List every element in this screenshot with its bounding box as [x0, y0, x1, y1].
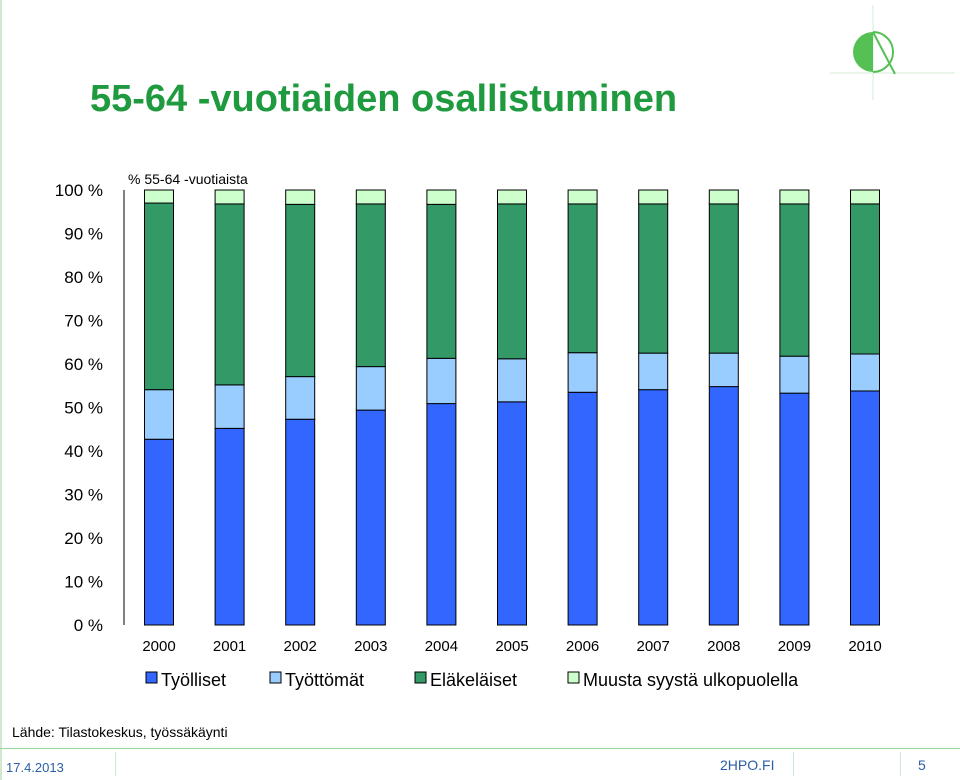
- slide-title: 55-64 -vuotiaiden osallistuminen: [90, 78, 678, 120]
- bar-segment: [567, 391, 598, 626]
- legend-label: Työlliset: [161, 670, 226, 690]
- y-tick-label: 30 %: [64, 486, 103, 505]
- bar-segment: [850, 189, 880, 205]
- bar-segment: [850, 353, 880, 392]
- bar-segment: [144, 202, 174, 391]
- legend-swatch: [567, 671, 580, 684]
- bar-segment: [144, 189, 174, 204]
- bar-segment: [497, 203, 527, 360]
- x-tick-label: 2003: [354, 638, 387, 655]
- bar-segment: [497, 189, 527, 205]
- bar-segment: [708, 189, 739, 205]
- bar-segment: [638, 189, 669, 205]
- bar-segment: [214, 384, 245, 429]
- bar-segment: [214, 189, 245, 205]
- bar-segment: [638, 389, 669, 626]
- bar-segment: [850, 203, 880, 355]
- bar-segment: [497, 401, 527, 626]
- bar-segment: [638, 203, 669, 354]
- x-tick-label: 2006: [566, 638, 599, 655]
- x-tick-label: 2002: [284, 638, 317, 655]
- bar-segment: [355, 366, 386, 411]
- bar-segment: [850, 390, 880, 626]
- bar-segment: [708, 203, 739, 354]
- company-logo: [830, 5, 955, 100]
- x-tick-label: 2007: [637, 638, 670, 655]
- y-tick-label: 100 %: [55, 181, 103, 200]
- bar-segment: [285, 418, 316, 626]
- footer-separator: [115, 752, 116, 776]
- x-tick-label: 2005: [495, 638, 528, 655]
- y-tick-label: 80 %: [64, 268, 103, 287]
- bar-segment: [779, 189, 810, 205]
- bar-segment: [214, 203, 245, 386]
- y-tick-label: 0 %: [74, 616, 103, 635]
- bar-segment: [567, 203, 598, 354]
- x-tick-label: 2008: [707, 638, 740, 655]
- y-tick-label: 10 %: [64, 573, 103, 592]
- bar-segment: [355, 189, 386, 205]
- legend-swatch: [269, 671, 282, 684]
- bar-segment: [214, 427, 245, 626]
- x-tick-label: 2010: [848, 638, 881, 655]
- left-border-line: [0, 0, 2, 780]
- bar-segment: [638, 352, 669, 391]
- legend-swatch: [414, 671, 427, 684]
- legend-swatch: [145, 671, 158, 684]
- x-tick-label: 2009: [778, 638, 811, 655]
- footer-separator: [793, 752, 794, 776]
- footer-website[interactable]: 2HPO.FI: [720, 757, 775, 773]
- bar-segment: [779, 203, 810, 357]
- bar-segment: [426, 189, 457, 205]
- bar-segment: [708, 352, 739, 388]
- x-tick-label: 2001: [213, 638, 246, 655]
- bar-segment: [355, 203, 386, 368]
- footer-divider: [0, 748, 960, 749]
- bar-segment: [426, 357, 457, 405]
- bar-segment: [426, 403, 457, 626]
- bar-segment: [426, 203, 457, 359]
- bar-segment: [285, 376, 316, 420]
- x-tick-label: 2004: [425, 638, 458, 655]
- bar-segment: [567, 189, 598, 205]
- bar-segment: [708, 386, 739, 626]
- page-number: 5: [918, 757, 926, 773]
- bar-segment: [144, 438, 174, 626]
- bar-segment: [285, 203, 316, 378]
- y-tick-label: 40 %: [64, 442, 103, 461]
- y-tick-label: 60 %: [64, 355, 103, 374]
- legend-label: Muusta syystä ulkopuolella: [583, 670, 799, 690]
- bar-segment: [567, 352, 598, 393]
- bar-segment: [144, 389, 174, 440]
- bar-segment: [779, 392, 810, 626]
- bar-segment: [779, 355, 810, 394]
- y-tick-label: 90 %: [64, 225, 103, 244]
- y-tick-label: 70 %: [64, 312, 103, 331]
- y-tick-label: 20 %: [64, 529, 103, 548]
- y-tick-label: 50 %: [64, 399, 103, 418]
- y-axis-label: % 55-64 -vuotiaista: [128, 171, 248, 187]
- bar-segment: [497, 358, 527, 403]
- footer-separator: [900, 752, 901, 776]
- footer-date: 17.4.2013: [6, 760, 64, 775]
- bar-segment: [285, 189, 316, 205]
- source-note: Lähde: Tilastokeskus, työssäkäynti: [12, 724, 228, 740]
- x-tick-label: 2000: [142, 638, 175, 655]
- legend-label: Eläkeläiset: [430, 670, 517, 690]
- bar-segment: [355, 409, 386, 626]
- legend-label: Työttömät: [285, 670, 364, 690]
